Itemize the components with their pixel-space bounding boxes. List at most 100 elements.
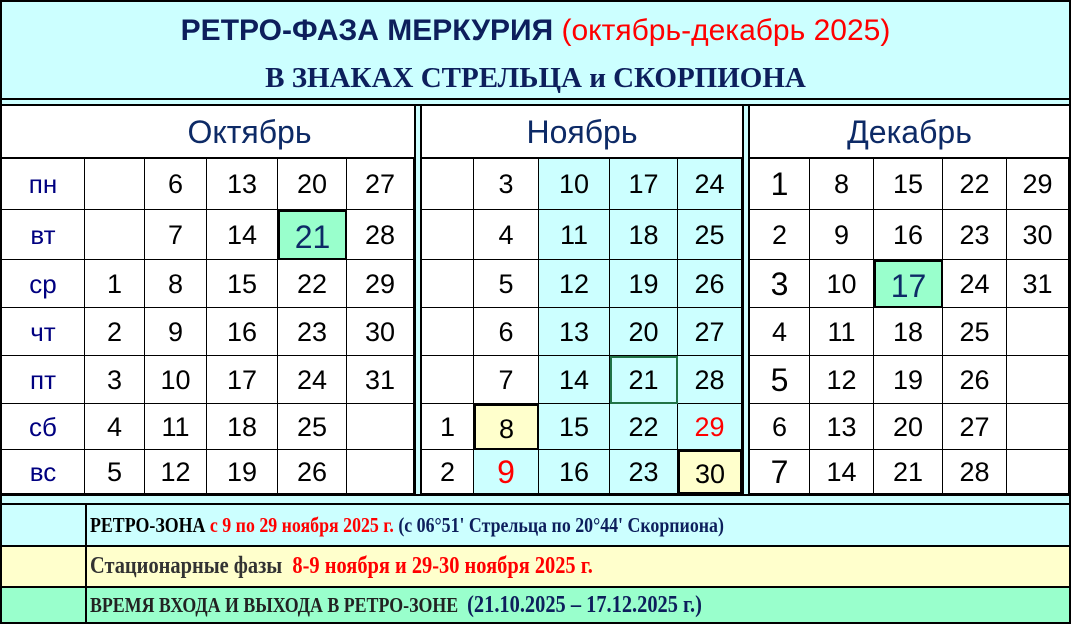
day-cell[interactable]: 9	[145, 308, 207, 356]
day-cell[interactable]: 30	[678, 450, 742, 494]
day-cell[interactable]: 16	[539, 450, 610, 494]
empty-cell[interactable]	[347, 450, 414, 494]
day-cell[interactable]: 6	[474, 308, 539, 356]
day-cell[interactable]: 9	[810, 210, 874, 260]
empty-cell[interactable]	[1007, 308, 1069, 356]
day-cell[interactable]: 11	[810, 308, 874, 356]
day-cell[interactable]: 20	[610, 308, 678, 356]
day-cell[interactable]: 5	[750, 356, 810, 404]
day-cell[interactable]: 28	[678, 356, 742, 404]
day-cell[interactable]: 4	[750, 308, 810, 356]
day-cell[interactable]: 14	[207, 210, 278, 260]
day-cell[interactable]: 27	[347, 159, 414, 210]
day-cell[interactable]: 3	[750, 260, 810, 308]
day-cell[interactable]: 1	[422, 404, 474, 450]
day-cell[interactable]: 18	[874, 308, 943, 356]
day-cell[interactable]: 7	[145, 210, 207, 260]
day-cell[interactable]: 13	[207, 159, 278, 210]
day-cell[interactable]: 20	[278, 159, 347, 210]
day-cell[interactable]: 22	[943, 159, 1007, 210]
day-cell[interactable]: 12	[145, 450, 207, 494]
day-cell[interactable]: 6	[750, 404, 810, 450]
day-cell[interactable]: 8	[145, 260, 207, 308]
empty-cell[interactable]	[422, 159, 474, 210]
day-cell[interactable]: 16	[207, 308, 278, 356]
day-cell[interactable]: 23	[610, 450, 678, 494]
day-cell[interactable]: 3	[85, 356, 145, 404]
day-cell[interactable]: 7	[474, 356, 539, 404]
empty-cell[interactable]	[85, 159, 145, 210]
day-cell[interactable]: 29	[347, 260, 414, 308]
day-cell[interactable]: 5	[85, 450, 145, 494]
day-cell[interactable]: 25	[678, 210, 742, 260]
day-cell[interactable]: 10	[539, 159, 610, 210]
empty-cell[interactable]	[422, 356, 474, 404]
day-cell[interactable]: 13	[810, 404, 874, 450]
day-cell[interactable]: 7	[750, 450, 810, 494]
day-cell[interactable]: 15	[207, 260, 278, 308]
day-cell[interactable]: 14	[810, 450, 874, 494]
day-cell[interactable]: 29	[1007, 159, 1069, 210]
day-cell[interactable]: 3	[474, 159, 539, 210]
empty-cell[interactable]	[422, 308, 474, 356]
day-cell[interactable]: 5	[474, 260, 539, 308]
empty-cell[interactable]	[1007, 356, 1069, 404]
empty-cell[interactable]	[1007, 450, 1069, 494]
day-cell[interactable]: 6	[145, 159, 207, 210]
day-cell[interactable]: 14	[539, 356, 610, 404]
day-cell[interactable]: 27	[678, 308, 742, 356]
day-cell[interactable]: 12	[539, 260, 610, 308]
day-cell[interactable]: 26	[678, 260, 742, 308]
empty-cell[interactable]	[422, 210, 474, 260]
day-cell[interactable]: 9	[474, 450, 539, 494]
day-cell[interactable]: 21	[874, 450, 943, 494]
day-cell[interactable]: 1	[750, 159, 810, 210]
day-cell[interactable]: 2	[85, 308, 145, 356]
day-cell[interactable]: 22	[610, 404, 678, 450]
day-cell[interactable]: 27	[943, 404, 1007, 450]
day-cell[interactable]: 15	[874, 159, 943, 210]
day-cell[interactable]: 22	[278, 260, 347, 308]
day-cell[interactable]: 17	[874, 260, 943, 308]
day-cell[interactable]: 13	[539, 308, 610, 356]
day-cell[interactable]: 1	[85, 260, 145, 308]
day-cell[interactable]: 30	[347, 308, 414, 356]
day-cell[interactable]: 18	[610, 210, 678, 260]
day-cell[interactable]: 10	[810, 260, 874, 308]
day-cell[interactable]: 25	[278, 404, 347, 450]
day-cell[interactable]: 24	[278, 356, 347, 404]
day-cell[interactable]: 20	[874, 404, 943, 450]
day-cell[interactable]: 12	[810, 356, 874, 404]
day-cell[interactable]: 4	[474, 210, 539, 260]
empty-cell[interactable]	[1007, 404, 1069, 450]
day-cell[interactable]: 24	[678, 159, 742, 210]
day-cell[interactable]: 31	[1007, 260, 1069, 308]
day-cell[interactable]: 28	[347, 210, 414, 260]
day-cell[interactable]: 23	[943, 210, 1007, 260]
day-cell[interactable]: 15	[539, 404, 610, 450]
day-cell[interactable]: 18	[207, 404, 278, 450]
day-cell[interactable]: 8	[474, 404, 539, 450]
empty-cell[interactable]	[85, 210, 145, 260]
empty-cell[interactable]	[422, 260, 474, 308]
day-cell[interactable]: 26	[278, 450, 347, 494]
day-cell[interactable]: 24	[943, 260, 1007, 308]
day-cell[interactable]: 4	[85, 404, 145, 450]
day-cell[interactable]: 11	[539, 210, 610, 260]
day-cell[interactable]: 2	[750, 210, 810, 260]
day-cell[interactable]: 19	[610, 260, 678, 308]
day-cell[interactable]: 23	[278, 308, 347, 356]
day-cell[interactable]: 2	[422, 450, 474, 494]
day-cell[interactable]: 17	[207, 356, 278, 404]
day-cell[interactable]: 28	[943, 450, 1007, 494]
empty-cell[interactable]	[347, 404, 414, 450]
day-cell[interactable]: 29	[678, 404, 742, 450]
day-cell[interactable]: 30	[1007, 210, 1069, 260]
day-cell[interactable]: 26	[943, 356, 1007, 404]
day-cell[interactable]: 19	[874, 356, 943, 404]
day-cell[interactable]: 16	[874, 210, 943, 260]
day-cell[interactable]: 21	[610, 356, 678, 404]
day-cell[interactable]: 11	[145, 404, 207, 450]
day-cell[interactable]: 31	[347, 356, 414, 404]
day-cell[interactable]: 10	[145, 356, 207, 404]
